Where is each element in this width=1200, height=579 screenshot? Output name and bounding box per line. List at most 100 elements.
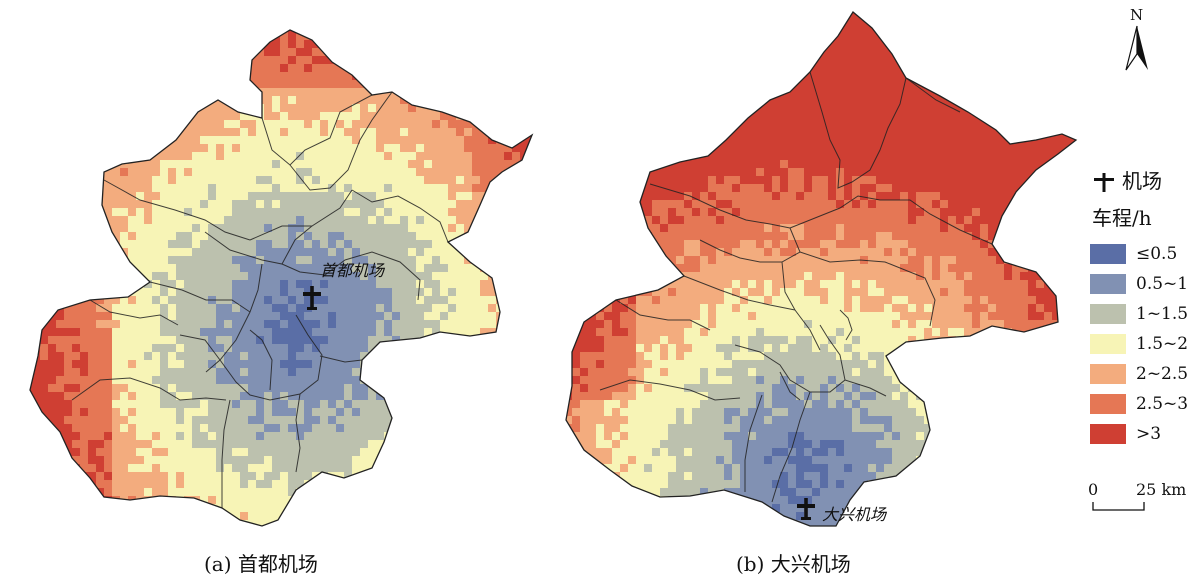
raster-cell — [320, 328, 329, 337]
raster-cell — [432, 288, 441, 297]
raster-cell — [200, 360, 209, 369]
raster-cell — [400, 496, 409, 505]
raster-cell — [152, 512, 161, 521]
raster-cell — [892, 104, 901, 113]
raster-cell — [796, 16, 805, 25]
raster-cell — [440, 120, 449, 129]
raster-cell — [248, 416, 257, 425]
raster-cell — [264, 344, 273, 353]
raster-cell — [280, 528, 289, 537]
raster-cell — [224, 192, 233, 201]
raster-cell — [344, 56, 353, 65]
raster-cell — [416, 96, 425, 105]
raster-cell — [216, 40, 225, 49]
raster-cell — [120, 344, 129, 353]
raster-cell — [424, 40, 433, 49]
raster-cell — [176, 504, 185, 513]
raster-cell — [448, 64, 457, 73]
raster-cell — [96, 512, 105, 521]
raster-cell — [472, 272, 481, 281]
raster-cell — [528, 304, 532, 313]
raster-cell — [296, 32, 305, 41]
raster-cell — [320, 160, 329, 169]
raster-cell — [192, 432, 201, 441]
raster-cell — [272, 456, 281, 465]
raster-cell — [160, 384, 169, 393]
raster-cell — [796, 64, 805, 73]
raster-cell — [352, 392, 361, 401]
raster-cell — [32, 496, 41, 505]
raster-cell — [48, 224, 57, 233]
raster-cell — [956, 64, 965, 73]
raster-cell — [288, 400, 297, 409]
raster-cell — [96, 360, 105, 369]
raster-cell — [528, 32, 532, 41]
raster-cell — [224, 512, 233, 521]
raster-cell — [192, 152, 201, 161]
raster-cell — [80, 168, 89, 177]
raster-cell — [320, 432, 329, 441]
raster-cell — [152, 144, 161, 153]
raster-cell — [104, 184, 113, 193]
raster-cell — [566, 16, 573, 25]
raster-cell — [536, 368, 545, 377]
raster-cell — [328, 176, 337, 185]
raster-cell — [264, 504, 273, 513]
raster-cell — [948, 24, 957, 33]
raster-cell — [400, 520, 409, 526]
raster-cell — [440, 296, 449, 305]
raster-cell — [740, 88, 749, 97]
raster-cell — [496, 144, 505, 153]
raster-cell — [464, 448, 473, 457]
raster-cell — [368, 112, 377, 121]
raster-cell — [416, 48, 425, 57]
raster-cell — [216, 256, 225, 265]
raster-cell — [288, 368, 297, 377]
raster-cell — [336, 192, 345, 201]
raster-cell — [352, 400, 361, 409]
raster-cell — [464, 88, 473, 97]
raster-cell — [288, 224, 297, 233]
raster-cell — [144, 520, 153, 526]
raster-cell — [88, 328, 97, 337]
raster-cell — [400, 504, 409, 513]
raster-cell — [240, 480, 249, 489]
raster-cell — [152, 136, 161, 145]
raster-cell — [400, 424, 409, 433]
raster-cell — [312, 208, 321, 217]
raster-cell — [408, 40, 417, 49]
raster-cell — [512, 336, 521, 345]
raster-cell — [424, 264, 433, 273]
raster-cell — [480, 312, 489, 321]
raster-cell — [392, 176, 401, 185]
raster-cell — [440, 424, 449, 433]
raster-cell — [424, 424, 433, 433]
raster-cell — [512, 424, 521, 433]
raster-cell — [448, 168, 457, 177]
raster-cell — [240, 464, 249, 473]
raster-cell — [200, 128, 209, 137]
raster-cell — [456, 240, 465, 249]
raster-cell — [812, 16, 821, 25]
raster-cell — [772, 32, 781, 41]
raster-cell — [144, 288, 153, 297]
raster-cell — [440, 392, 449, 401]
raster-cell — [32, 152, 41, 161]
raster-cell — [328, 328, 337, 337]
raster-cell — [424, 456, 433, 465]
raster-cell — [288, 384, 297, 393]
raster-cell — [376, 40, 385, 49]
raster-cell — [1068, 80, 1076, 89]
raster-cell — [612, 104, 621, 113]
raster-cell — [280, 392, 289, 401]
raster-cell — [96, 320, 105, 329]
raster-cell — [384, 472, 393, 481]
raster-cell — [488, 416, 497, 425]
raster-cell — [216, 224, 225, 233]
raster-cell — [32, 48, 41, 57]
raster-cell — [72, 480, 81, 489]
raster-cell — [256, 320, 265, 329]
raster-cell — [320, 30, 329, 33]
raster-cell — [464, 464, 473, 473]
raster-cell — [32, 192, 41, 201]
